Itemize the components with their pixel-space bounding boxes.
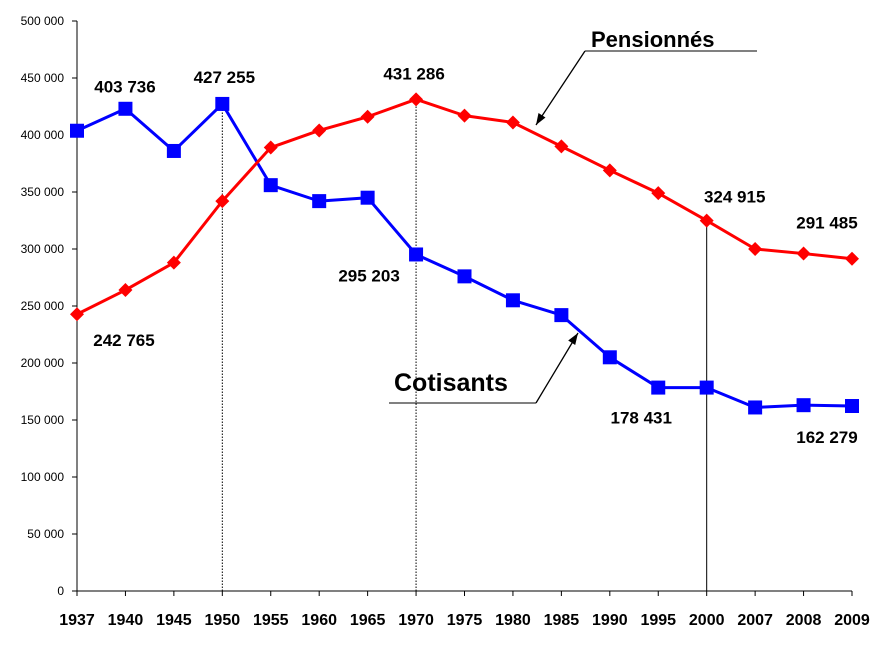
- data-point-pensionnes: [651, 186, 666, 201]
- x-tick-label: 1985: [544, 612, 580, 629]
- data-point-cotisants: [215, 96, 230, 111]
- x-tick-label: 2008: [786, 612, 822, 629]
- y-tick-label: 200 000: [21, 356, 65, 370]
- data-point-pensionnes: [457, 108, 472, 123]
- x-tick-label: 1955: [253, 612, 289, 629]
- x-tick-label: 1965: [350, 612, 386, 629]
- series-callouts: Pensionnés Cotisants: [389, 27, 757, 404]
- data-point-pensionnes: [554, 139, 569, 154]
- pensionnes-callout-arrowhead: [536, 113, 546, 125]
- y-tick-label: 250 000: [21, 299, 65, 313]
- series-cotisants: [70, 96, 859, 415]
- data-label: 242 765: [93, 331, 154, 350]
- x-tick-label: 1995: [640, 612, 676, 629]
- x-tick-label: 2007: [737, 612, 773, 629]
- data-point-pensionnes: [312, 123, 327, 138]
- x-tick-label: 1945: [156, 612, 192, 629]
- y-tick-label: 400 000: [21, 128, 65, 142]
- x-tick-label: 2009: [834, 612, 870, 629]
- x-tick-label: 1980: [495, 612, 531, 629]
- data-point-cotisants: [118, 101, 133, 116]
- data-point-cotisants: [796, 398, 811, 413]
- x-tick-label: 1970: [398, 612, 434, 629]
- data-point-cotisants: [651, 380, 666, 395]
- data-point-cotisants: [263, 178, 278, 193]
- data-point-pensionnes: [505, 115, 520, 130]
- axes: 0 50 000 100 000 150 000 200 000 250 000 300 0…: [21, 14, 870, 629]
- data-point-pensionnes: [166, 255, 181, 270]
- y-tick-label: 100 000: [21, 470, 65, 484]
- y-tick-label: 500 000: [21, 14, 65, 28]
- x-tick-label: 2000: [689, 612, 725, 629]
- y-tick-label: 300 000: [21, 242, 65, 256]
- data-point-cotisants: [457, 269, 472, 284]
- pensionnes-callout-label: Pensionnés: [591, 27, 714, 52]
- data-label: 162 279: [796, 428, 857, 447]
- data-label: 324 915: [704, 188, 765, 207]
- series-group: [70, 92, 859, 415]
- y-tick-label: 0: [57, 584, 64, 598]
- cotisants-callout-label: Cotisants: [394, 369, 508, 397]
- data-labels: 403 736 427 255 431 286 295 203 242 765 324 9…: [93, 64, 857, 447]
- data-label: 427 255: [194, 68, 255, 87]
- data-point-cotisants: [409, 247, 424, 262]
- data-point-cotisants: [602, 350, 617, 365]
- data-point-cotisants: [70, 123, 84, 138]
- data-point-pensionnes: [409, 92, 424, 107]
- data-point-pensionnes: [263, 140, 278, 155]
- data-point-pensionnes: [215, 194, 230, 209]
- series-line-cotisants: [76, 102, 853, 409]
- pensionnes-callout-leader: [535, 50, 586, 126]
- data-label: 291 485: [796, 214, 857, 233]
- y-tick-label: 450 000: [21, 71, 65, 85]
- data-point-cotisants: [699, 380, 714, 395]
- reference-lines: [221, 99, 708, 591]
- data-point-pensionnes: [118, 283, 133, 298]
- data-point-pensionnes: [748, 242, 763, 256]
- cotisants-callout-arrowhead: [568, 333, 578, 345]
- cotisants-callout-leader: [535, 332, 579, 404]
- data-label: 295 203: [338, 266, 399, 285]
- data-point-cotisants: [312, 194, 327, 209]
- x-tick-label: 1960: [301, 612, 337, 629]
- data-label: 403 736: [94, 78, 155, 97]
- x-tick-label: 1950: [205, 612, 241, 629]
- x-tick-label: 1937: [59, 612, 95, 629]
- data-point-cotisants: [505, 293, 520, 308]
- data-point-cotisants: [166, 143, 181, 158]
- data-point-cotisants: [554, 308, 569, 323]
- x-tick-label: 1975: [447, 612, 483, 629]
- data-point-pensionnes: [70, 307, 84, 322]
- data-point-pensionnes: [360, 109, 375, 124]
- x-tick-label: 1940: [108, 612, 144, 629]
- data-point-cotisants: [845, 399, 859, 414]
- y-tick-label: 150 000: [21, 413, 65, 427]
- x-tick-label: 1990: [592, 612, 628, 629]
- data-label: 431 286: [383, 64, 444, 83]
- data-point-cotisants: [360, 190, 375, 205]
- data-point-pensionnes: [602, 163, 617, 178]
- series-pensionnes: [70, 92, 859, 322]
- y-tick-label: 50 000: [27, 527, 64, 541]
- y-tick-label: 350 000: [21, 185, 65, 199]
- data-point-pensionnes: [699, 213, 714, 228]
- data-point-cotisants: [748, 400, 763, 415]
- data-point-pensionnes: [845, 251, 859, 266]
- data-label: 178 431: [611, 409, 672, 428]
- data-point-pensionnes: [796, 246, 811, 261]
